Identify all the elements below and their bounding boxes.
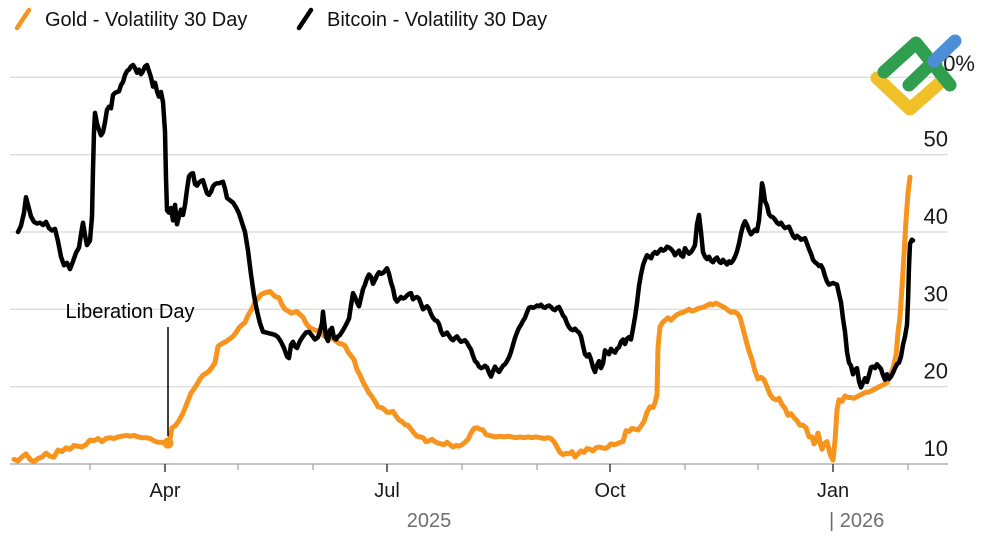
logo-yellow-chevron-icon [870,71,950,116]
x-tick-label: Jan [817,480,849,502]
gold-legend-label: Gold - Volatility 30 Day [45,9,247,31]
gridlines-layer [10,76,948,465]
year-label: 2025 [407,510,452,532]
y-tick-label: 20 [924,359,948,384]
logo-green-arrow-icon [877,36,957,92]
legend: Gold - Volatility 30 Day Bitcoin - Volat… [14,7,547,31]
gold-legend-swatch-icon [14,7,32,31]
logo-blue-tip-icon [927,34,962,68]
annotation-label: Liberation Day [66,301,195,323]
annotation-marker-dot [162,437,174,449]
y-tick-label: 50 [924,127,948,152]
y-tick-label: 30 [924,281,948,306]
liberation-day-annotation: Liberation Day [66,301,195,449]
bitcoin-legend-label: Bitcoin - Volatility 30 Day [327,9,547,31]
series-layer [11,62,916,465]
year-label: | 2026 [829,510,884,532]
x-tick-label: Jul [374,480,400,502]
bitcoin-series-line [15,62,916,390]
gold-series-line [11,174,913,465]
bitcoin-legend-swatch-icon [296,7,314,31]
x-tick-label: Oct [594,480,626,502]
y-tick-label: 10 [924,436,948,461]
litefinance-logo [870,34,962,116]
x-tick-label: Apr [149,480,180,502]
axis-layer: 50 40 30 20 10 Apr Jul Oct Jan 2025 | 2026 [89,127,948,532]
y-tick-label: 40 [924,204,948,229]
